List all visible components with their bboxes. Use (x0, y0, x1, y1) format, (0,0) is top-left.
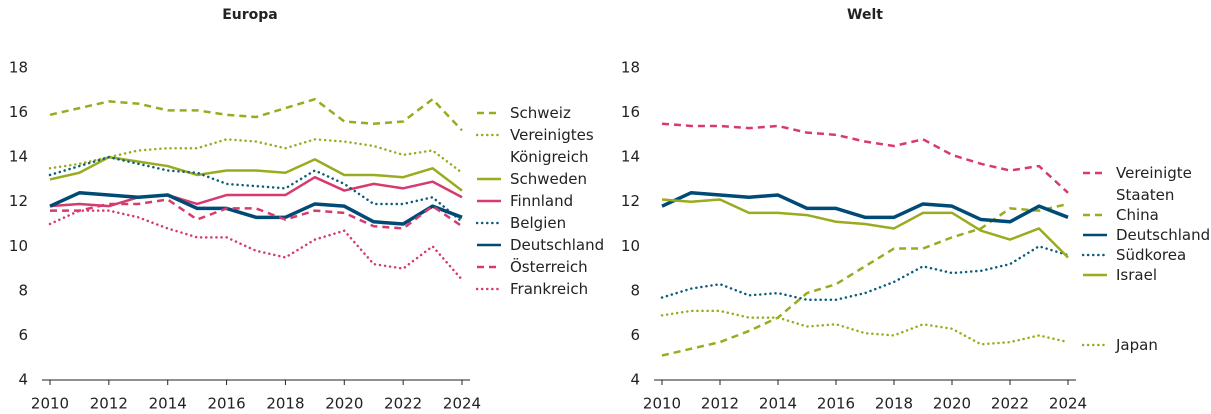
y-tick-label: 18 (9, 59, 28, 77)
legend-label: Schweiz (510, 104, 571, 122)
legend-item: Finnland (476, 190, 620, 212)
y-tick-label: 10 (9, 237, 28, 255)
legend-swatch (476, 287, 502, 291)
legend-item: Vereinigte Staaten (1082, 162, 1211, 206)
x-tick-label: 2014 (759, 395, 797, 413)
legend-swatch (476, 133, 502, 137)
y-tick-label: 6 (18, 326, 28, 344)
legend-swatch (1083, 171, 1107, 175)
series-line (661, 191, 1069, 224)
x-tick-label: 2024 (1049, 395, 1087, 413)
series-line (661, 202, 1069, 357)
legend-item: Deutschland (476, 234, 620, 256)
series-line (49, 97, 463, 132)
y-tick-label: 16 (9, 103, 28, 121)
legend-item: Frankreich (476, 278, 620, 300)
series-line (660, 245, 1070, 302)
x-tick-label: 2022 (991, 395, 1029, 413)
legend-swatch (476, 221, 502, 225)
y-tick-label: 10 (621, 237, 640, 255)
y-tick-label: 14 (621, 148, 640, 166)
legend-item: Vereinigtes Königreich (476, 124, 620, 168)
legend-swatch (1083, 273, 1107, 277)
legend-item: Südkorea (1082, 244, 1211, 266)
x-tick-label: 2012 (90, 395, 128, 413)
series-line (48, 155, 464, 224)
series-line (661, 122, 1069, 194)
x-tick-label: 2018 (875, 395, 913, 413)
x-tick-label: 2016 (817, 395, 855, 413)
series-line (48, 138, 464, 174)
y-tick-label: 8 (630, 281, 640, 299)
y-tick-label: 6 (630, 326, 640, 344)
series-line (660, 309, 1070, 346)
legend-swatch (1082, 253, 1108, 257)
chart-title: Europa (222, 7, 278, 23)
x-tick-label: 2014 (149, 395, 187, 413)
x-tick-label: 2020 (933, 395, 971, 413)
legend-item: Israel (1082, 264, 1211, 286)
series-line (48, 209, 464, 281)
y-tick-label: 12 (621, 192, 640, 210)
legend-swatch (477, 111, 501, 115)
series-line (49, 191, 463, 226)
legend-item: Deutschland (1082, 224, 1211, 246)
x-tick-label: 2020 (325, 395, 363, 413)
legend-swatch (1083, 213, 1107, 217)
y-tick-label: 18 (621, 59, 640, 77)
series-line (661, 198, 1069, 259)
legend-label: Vereinigtes Königreich (510, 126, 594, 166)
legend-item: Schweiz (476, 102, 620, 124)
x-tick-label: 2012 (701, 395, 739, 413)
legend-swatch (477, 199, 501, 203)
x-tick-label: 2024 (443, 395, 481, 413)
x-tick-label: 2010 (31, 395, 69, 413)
chart-title: Welt (847, 7, 883, 23)
y-tick-label: 8 (18, 281, 28, 299)
y-tick-label: 16 (621, 103, 640, 121)
legend-swatch (1082, 343, 1108, 347)
legend-label: Finnland (510, 192, 574, 210)
x-tick-label: 2022 (384, 395, 422, 413)
series-line (49, 155, 463, 192)
series-line (49, 175, 463, 208)
legend-swatch (1083, 233, 1107, 237)
legend-label: Deutschland (510, 236, 605, 254)
y-tick-label: 12 (9, 192, 28, 210)
legend-label: Frankreich (510, 280, 589, 298)
legend-label: Österreich (510, 258, 588, 276)
legend-item: Schweden (476, 168, 620, 190)
legend-item: Österreich (476, 256, 620, 278)
x-tick-label: 2018 (266, 395, 304, 413)
legend-label: Japan (1116, 336, 1158, 354)
y-tick-label: 4 (630, 371, 640, 389)
legend-item: Belgien (476, 212, 620, 234)
legend-label: Belgien (510, 214, 567, 232)
legend-label: Vereinigte Staaten (1116, 164, 1192, 204)
legend-item: China (1082, 204, 1211, 226)
y-tick-label: 4 (18, 371, 28, 389)
legend-swatch (477, 177, 501, 181)
legend-label: Deutschland (1116, 226, 1211, 244)
y-tick-label: 14 (9, 148, 28, 166)
legend-label: Südkorea (1116, 246, 1187, 264)
x-tick-label: 2016 (207, 395, 245, 413)
legend-label: Israel (1116, 266, 1157, 284)
legend-label: China (1116, 206, 1159, 224)
legend-item: Japan (1082, 334, 1211, 356)
legend-label: Schweden (510, 170, 588, 188)
legend-swatch (477, 243, 501, 247)
legend-swatch (477, 265, 501, 269)
x-tick-label: 2010 (643, 395, 681, 413)
